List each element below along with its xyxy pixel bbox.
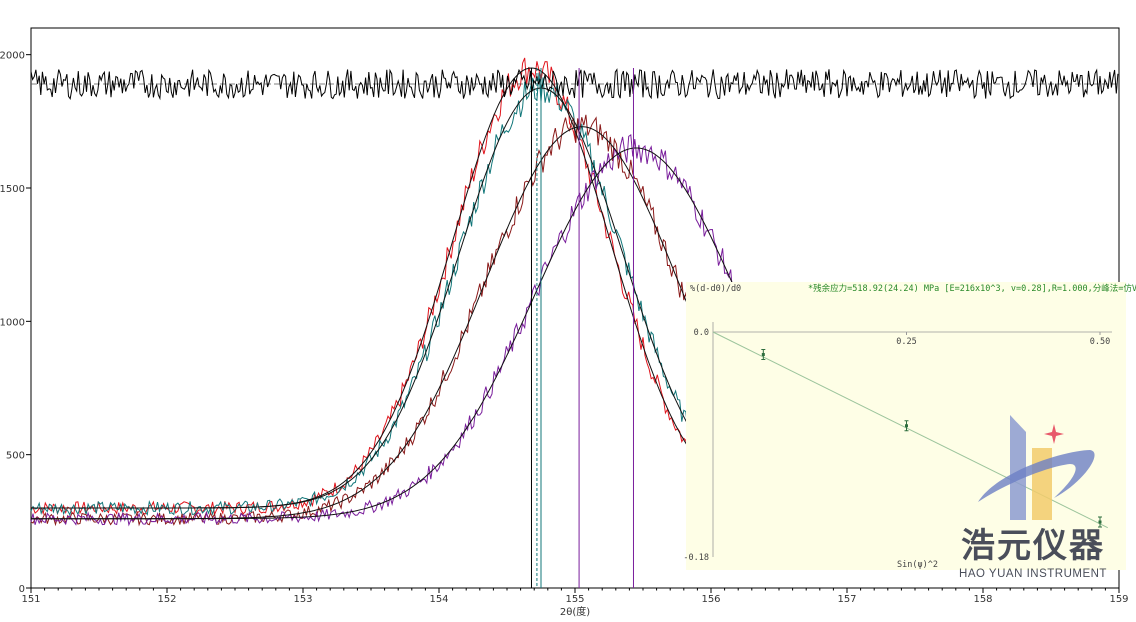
y-tick-label: 1500 — [0, 184, 25, 195]
y-tick-label: 0 — [19, 584, 25, 595]
inset-point-2 — [905, 424, 908, 428]
x-tick-label: 152 — [157, 594, 176, 605]
y-tick-label: 500 — [6, 451, 25, 462]
logo-english-name: HAO YUAN INSTRUMENT — [959, 568, 1107, 580]
logo-swoosh — [978, 450, 1095, 502]
x-tick-label: 158 — [973, 594, 992, 605]
inset-y-tick-label: 0.0 — [694, 328, 709, 338]
inset-x-tick-label: 0.25 — [896, 337, 916, 347]
x-tick-label: 153 — [293, 594, 312, 605]
logo-mark — [978, 415, 1095, 520]
x-tick-label: 154 — [429, 594, 448, 605]
x-axis-label: 2θ(度) — [560, 605, 590, 618]
x-tick-label: 155 — [565, 594, 584, 605]
inset-axes: 0.25 0.50 0.0 -0.18 — [683, 322, 1112, 563]
x-tick-label: 156 — [701, 594, 720, 605]
inset-point-1 — [761, 353, 765, 356]
fit-curve-4 — [31, 147, 818, 520]
inset-y-tick-label: -0.18 — [683, 553, 709, 563]
y-tick-label: 2000 — [0, 51, 25, 62]
inset-y-label: %(d-d0)/d0 — [690, 284, 741, 294]
haoyuan-logo: 浩元仪器 HAO YUAN INSTRUMENT — [958, 410, 1108, 585]
data-series-4 — [30, 133, 819, 527]
y-tick-label: 1000 — [0, 317, 25, 328]
axis-layer: 151 152 153 154 155 156 157 158 159 0 500 1000 1500 2… — [0, 51, 1129, 605]
inset-x-label: Sin(ψ)^2 — [897, 560, 938, 570]
inset-x-tick-label: 0.50 — [1090, 337, 1110, 347]
peak-marker-layer — [530, 68, 634, 588]
stress-inset-chart: %(d-d0)/d0 *残余应力=518.92(24.24) MPa [E=21… — [683, 282, 1136, 570]
x-tick-label: 159 — [1109, 594, 1128, 605]
residual-series — [30, 68, 1119, 101]
logo-chinese-name: 浩元仪器 — [961, 526, 1105, 566]
x-tick-label: 157 — [837, 594, 856, 605]
logo-left-bar — [1010, 415, 1026, 520]
x-tick-label: 151 — [21, 594, 40, 605]
logo-star-icon — [1044, 424, 1064, 444]
inset-title: *残余应力=518.92(24.24) MPa [E=216x10^3, v=0… — [808, 283, 1136, 294]
inset-point-3 — [1098, 520, 1102, 524]
